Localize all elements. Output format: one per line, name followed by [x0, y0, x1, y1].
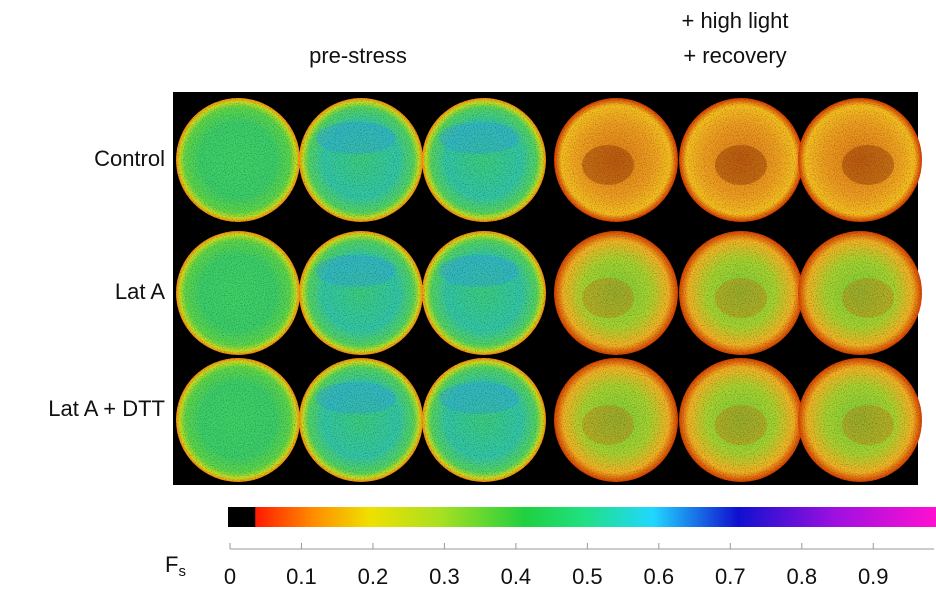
tick-label: 0	[224, 564, 236, 589]
tick-label: 0.6	[644, 564, 675, 589]
tick-label: 0.8	[786, 564, 817, 589]
disc-texture	[176, 231, 300, 355]
tick-label: 0.2	[358, 564, 389, 589]
label-main: F	[165, 552, 178, 577]
row-label: Lat A + DTT	[48, 396, 165, 421]
column-header: pre-stress	[309, 43, 407, 68]
disc-texture	[299, 358, 423, 482]
label-sub: s	[178, 563, 186, 580]
colorbar-label: Fs	[165, 552, 186, 580]
disc-texture	[554, 358, 678, 482]
disc-texture	[422, 358, 546, 482]
disc-texture	[554, 231, 678, 355]
column-header: + high light	[681, 8, 788, 33]
disc-texture	[422, 231, 546, 355]
disc-texture	[679, 231, 803, 355]
row-label: Control	[94, 146, 165, 171]
row-label: Lat A	[115, 279, 165, 304]
disc-texture	[176, 358, 300, 482]
colorbar-axis: 0 0.1 0.2 0.3 0.4 0.5 0.6 0.7 0.8 0.9	[224, 543, 934, 589]
disc-texture	[798, 358, 922, 482]
disc-texture	[422, 98, 546, 222]
disc-grid	[176, 98, 922, 482]
colorbar	[228, 507, 936, 527]
column-header: + recovery	[683, 43, 786, 68]
disc-texture	[679, 358, 803, 482]
tick-label: 0.1	[286, 564, 317, 589]
disc-texture	[176, 98, 300, 222]
disc-texture	[299, 98, 423, 222]
tick-label: 0.7	[715, 564, 746, 589]
tick-label: 0.9	[858, 564, 889, 589]
tick-label: 0.3	[429, 564, 460, 589]
disc-texture	[299, 231, 423, 355]
disc-texture	[679, 98, 803, 222]
disc-texture	[798, 98, 922, 222]
tick-label: 0.4	[501, 564, 532, 589]
disc-texture	[554, 98, 678, 222]
disc-texture	[798, 231, 922, 355]
tick-label: 0.5	[572, 564, 603, 589]
